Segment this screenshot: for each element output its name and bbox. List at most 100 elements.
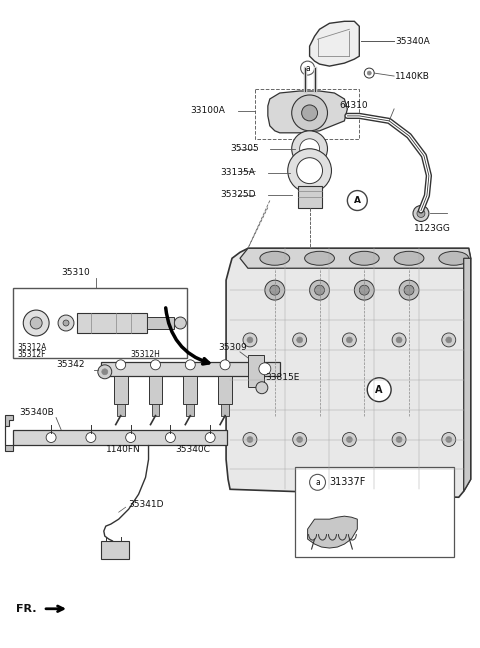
Bar xyxy=(101,541,129,559)
Circle shape xyxy=(342,432,356,446)
Circle shape xyxy=(396,437,402,443)
Bar xyxy=(148,376,162,404)
Text: 35325D: 35325D xyxy=(220,190,256,199)
Circle shape xyxy=(297,337,302,343)
Circle shape xyxy=(442,333,456,347)
Circle shape xyxy=(247,337,253,343)
Circle shape xyxy=(392,333,406,347)
Circle shape xyxy=(354,280,374,300)
Polygon shape xyxy=(268,91,348,133)
Circle shape xyxy=(300,61,314,75)
Text: 1140FN: 1140FN xyxy=(106,445,141,454)
Circle shape xyxy=(98,365,112,379)
Ellipse shape xyxy=(260,251,290,265)
Circle shape xyxy=(310,474,325,491)
Circle shape xyxy=(185,360,195,370)
Bar xyxy=(152,404,159,415)
Circle shape xyxy=(364,68,374,78)
Text: 1140KB: 1140KB xyxy=(395,71,430,80)
Text: a: a xyxy=(315,478,320,487)
Circle shape xyxy=(301,105,318,121)
Bar xyxy=(221,404,229,415)
Circle shape xyxy=(413,205,429,222)
Ellipse shape xyxy=(305,251,335,265)
Circle shape xyxy=(247,437,253,443)
Polygon shape xyxy=(240,248,471,268)
Circle shape xyxy=(442,432,456,446)
Bar xyxy=(218,376,232,404)
Circle shape xyxy=(396,337,402,343)
Bar xyxy=(101,362,280,376)
Bar xyxy=(298,185,322,207)
Bar xyxy=(255,89,360,139)
Text: 35309: 35309 xyxy=(218,343,247,353)
Text: 35340C: 35340C xyxy=(175,445,210,454)
Polygon shape xyxy=(308,516,357,548)
Bar xyxy=(13,430,227,445)
Circle shape xyxy=(297,157,323,183)
Circle shape xyxy=(292,95,327,131)
Bar xyxy=(186,404,194,415)
Text: a: a xyxy=(305,64,310,73)
Circle shape xyxy=(174,317,186,329)
Circle shape xyxy=(399,280,419,300)
Bar xyxy=(114,376,128,404)
Circle shape xyxy=(243,432,257,446)
Circle shape xyxy=(256,382,268,394)
Circle shape xyxy=(297,437,302,443)
Polygon shape xyxy=(5,415,13,452)
Circle shape xyxy=(347,437,352,443)
Text: A: A xyxy=(354,196,361,205)
Text: 35312A: 35312A xyxy=(17,343,47,353)
Circle shape xyxy=(116,360,126,370)
Circle shape xyxy=(166,432,175,443)
Text: 33100A: 33100A xyxy=(190,106,225,115)
Polygon shape xyxy=(310,21,360,66)
Text: 35312H: 35312H xyxy=(131,351,160,360)
Bar xyxy=(13,288,187,358)
Circle shape xyxy=(270,285,280,295)
Circle shape xyxy=(314,285,324,295)
Circle shape xyxy=(446,437,452,443)
Circle shape xyxy=(151,360,160,370)
Circle shape xyxy=(220,360,230,370)
Circle shape xyxy=(205,432,215,443)
Bar xyxy=(295,467,454,557)
Circle shape xyxy=(310,280,329,300)
Circle shape xyxy=(347,337,352,343)
Circle shape xyxy=(63,320,69,326)
Circle shape xyxy=(392,432,406,446)
Text: 35340B: 35340B xyxy=(19,408,54,417)
Text: FR.: FR. xyxy=(16,604,37,614)
Text: 33815E: 33815E xyxy=(265,373,299,382)
Text: 33135A: 33135A xyxy=(220,168,255,177)
Circle shape xyxy=(293,432,307,446)
Circle shape xyxy=(404,285,414,295)
Circle shape xyxy=(23,310,49,336)
Circle shape xyxy=(300,139,320,159)
Circle shape xyxy=(367,71,371,75)
Text: 35310: 35310 xyxy=(61,268,90,277)
Text: 35312F: 35312F xyxy=(17,351,46,360)
Circle shape xyxy=(360,285,369,295)
Polygon shape xyxy=(464,259,471,491)
Circle shape xyxy=(259,363,271,375)
Circle shape xyxy=(292,131,327,167)
Text: A: A xyxy=(375,385,383,395)
Polygon shape xyxy=(226,248,471,497)
Circle shape xyxy=(265,280,285,300)
Circle shape xyxy=(46,432,56,443)
Text: 35342: 35342 xyxy=(56,360,84,369)
Circle shape xyxy=(342,333,356,347)
Circle shape xyxy=(293,333,307,347)
Bar xyxy=(117,404,125,415)
Circle shape xyxy=(30,317,42,329)
Circle shape xyxy=(367,378,391,402)
Bar xyxy=(248,355,264,387)
Circle shape xyxy=(58,315,74,331)
Ellipse shape xyxy=(439,251,468,265)
Ellipse shape xyxy=(349,251,379,265)
Text: 1123GG: 1123GG xyxy=(414,224,451,233)
Circle shape xyxy=(417,209,425,218)
Bar xyxy=(77,313,146,333)
